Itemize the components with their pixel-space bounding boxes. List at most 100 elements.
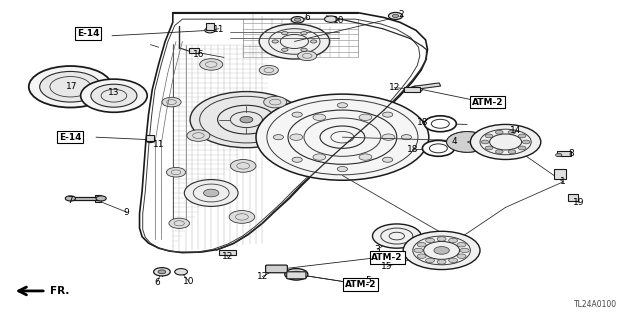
Circle shape [414,248,423,253]
Circle shape [426,258,435,263]
Text: 10: 10 [183,277,195,286]
Text: ATM-2: ATM-2 [344,280,376,289]
Circle shape [382,134,395,140]
Circle shape [437,260,446,264]
Text: 6: 6 [305,13,310,22]
Circle shape [298,51,317,61]
Circle shape [313,154,326,160]
FancyBboxPatch shape [287,272,306,279]
Circle shape [294,18,301,21]
Circle shape [434,247,449,254]
Circle shape [259,65,278,75]
Circle shape [337,167,348,172]
Text: 12: 12 [221,252,233,261]
Circle shape [518,134,526,138]
Circle shape [158,270,166,274]
Text: ATM-2: ATM-2 [472,98,504,107]
Text: 18: 18 [417,118,428,127]
Circle shape [282,32,288,35]
Circle shape [292,112,302,117]
Text: 8: 8 [569,149,574,158]
Circle shape [154,268,170,276]
Circle shape [403,231,480,270]
Circle shape [359,114,372,121]
Circle shape [401,135,412,140]
Circle shape [460,248,469,253]
Text: E-14: E-14 [77,29,100,38]
Bar [70,197,101,200]
Circle shape [96,196,106,201]
Bar [95,195,101,202]
Circle shape [437,237,446,241]
Text: FR.: FR. [50,286,69,296]
Text: 1: 1 [561,177,566,186]
Text: 12: 12 [257,272,268,281]
Circle shape [229,211,255,223]
Circle shape [388,12,403,19]
Wedge shape [447,132,485,152]
Bar [146,135,154,141]
Circle shape [204,189,219,197]
Text: 16: 16 [193,50,204,59]
Circle shape [470,124,541,160]
Circle shape [184,180,238,206]
Circle shape [285,269,308,280]
Bar [568,194,578,201]
Text: TL24A0100: TL24A0100 [573,300,617,309]
Circle shape [508,130,516,134]
Circle shape [383,112,393,117]
Circle shape [495,150,503,153]
Text: 10: 10 [333,16,345,25]
Circle shape [417,254,426,258]
Circle shape [457,254,466,258]
Text: 5: 5 [365,276,371,285]
Text: ATM-2: ATM-2 [371,253,403,262]
Circle shape [259,24,330,59]
Circle shape [481,140,489,144]
Circle shape [372,224,421,248]
Circle shape [169,218,189,228]
Circle shape [426,238,435,243]
Bar [554,169,566,179]
Circle shape [449,238,458,243]
Circle shape [495,130,503,134]
Circle shape [65,196,76,201]
Circle shape [166,167,186,177]
Circle shape [518,146,526,150]
Text: 14: 14 [509,126,521,135]
Circle shape [417,242,426,247]
Text: 3: 3 [375,245,380,254]
Text: 9: 9 [124,208,129,217]
Circle shape [424,116,456,132]
Circle shape [256,94,429,180]
Circle shape [40,71,101,102]
Circle shape [359,154,372,160]
Circle shape [273,135,284,140]
Circle shape [447,132,488,152]
Circle shape [310,40,317,43]
Text: 11: 11 [153,140,164,149]
Text: 6: 6 [154,278,159,287]
Circle shape [292,157,302,162]
Text: 17: 17 [66,82,77,91]
Text: E-14: E-14 [59,133,82,142]
Circle shape [383,157,393,162]
Bar [206,23,214,30]
Circle shape [337,103,348,108]
Circle shape [301,48,307,51]
Circle shape [81,79,147,112]
Circle shape [175,269,188,275]
Bar [414,83,441,89]
Text: 13: 13 [108,88,120,97]
Circle shape [29,66,112,108]
Circle shape [449,258,458,263]
Circle shape [313,114,326,121]
Text: 12: 12 [388,83,400,92]
Circle shape [230,160,256,172]
Circle shape [200,59,223,70]
Circle shape [282,48,288,51]
Circle shape [240,116,253,123]
Circle shape [522,140,530,144]
Circle shape [301,32,307,35]
Text: 11: 11 [213,25,225,34]
